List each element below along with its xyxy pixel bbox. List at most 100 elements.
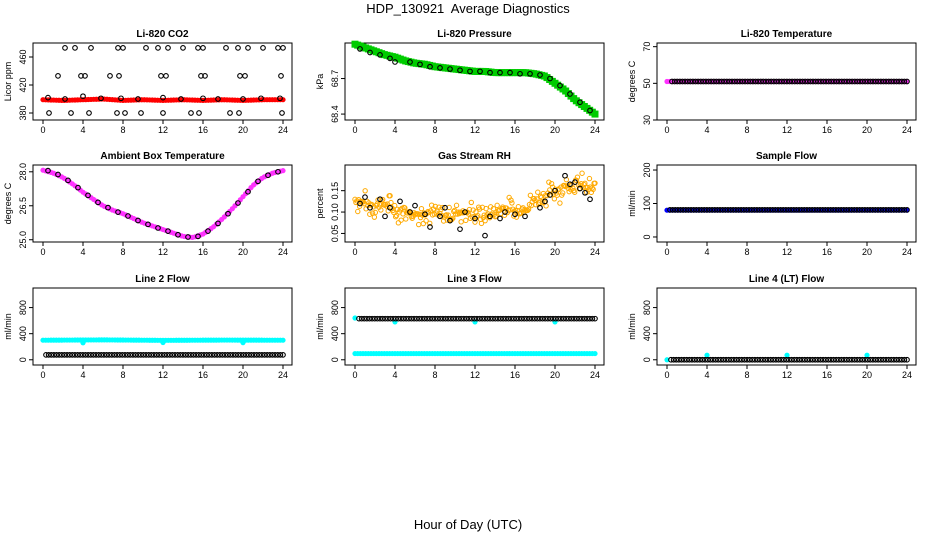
data-point bbox=[177, 352, 184, 358]
data-point bbox=[235, 45, 241, 51]
data-point bbox=[482, 217, 488, 224]
data-point bbox=[901, 207, 908, 213]
data-point bbox=[680, 207, 687, 213]
data-point bbox=[437, 65, 443, 71]
figure-title: HDP_130921 Average Diagnostics bbox=[366, 1, 570, 16]
y-axis-label: kPa bbox=[315, 74, 325, 90]
data-point bbox=[182, 352, 189, 358]
series-2 bbox=[667, 207, 910, 213]
y-tick-label: 380 bbox=[18, 105, 28, 120]
data-point bbox=[904, 207, 910, 213]
y-tick-label: 800 bbox=[18, 300, 28, 315]
x-tick-label: 20 bbox=[238, 125, 248, 135]
data-point bbox=[880, 207, 887, 213]
data-point bbox=[251, 352, 257, 358]
data-point bbox=[587, 107, 593, 114]
data-point bbox=[851, 78, 858, 85]
data-point bbox=[357, 200, 363, 207]
data-point bbox=[493, 213, 499, 219]
data-point bbox=[664, 357, 670, 363]
x-tick-label: 12 bbox=[470, 125, 480, 135]
data-point bbox=[750, 78, 756, 85]
y-tick-label: 26.5 bbox=[18, 197, 28, 215]
data-point bbox=[122, 352, 128, 358]
data-point bbox=[145, 221, 151, 228]
data-point bbox=[43, 352, 49, 358]
data-point bbox=[749, 356, 756, 363]
data-point bbox=[127, 352, 134, 358]
data-point bbox=[849, 78, 856, 85]
data-point bbox=[817, 78, 824, 85]
data-point bbox=[883, 207, 889, 213]
x-tick-label: 0 bbox=[352, 247, 357, 257]
data-point bbox=[418, 205, 425, 212]
data-point bbox=[358, 315, 365, 322]
data-point bbox=[407, 59, 413, 65]
data-point bbox=[390, 315, 396, 322]
data-point bbox=[434, 315, 441, 322]
data-point bbox=[382, 315, 389, 322]
data-point bbox=[828, 78, 835, 85]
data-point bbox=[838, 78, 845, 85]
data-point bbox=[835, 207, 842, 213]
data-point bbox=[690, 78, 696, 85]
data-point bbox=[392, 59, 398, 65]
data-point bbox=[794, 356, 800, 363]
data-point bbox=[114, 352, 120, 358]
data-point bbox=[245, 45, 251, 51]
data-point bbox=[369, 315, 375, 322]
data-point bbox=[477, 68, 483, 75]
data-point bbox=[405, 315, 412, 322]
data-point bbox=[512, 211, 518, 218]
y-tick-label: 400 bbox=[18, 326, 28, 341]
data-point bbox=[586, 175, 593, 182]
data-point bbox=[552, 315, 559, 322]
y-axis-label: ml/min bbox=[627, 190, 637, 217]
data-point bbox=[581, 315, 588, 322]
y-tick-label: 0.10 bbox=[330, 203, 340, 221]
data-point bbox=[893, 207, 900, 213]
data-point bbox=[379, 315, 386, 322]
data-point bbox=[568, 315, 575, 322]
data-point bbox=[678, 356, 685, 363]
data-point bbox=[195, 45, 201, 51]
data-point bbox=[114, 110, 120, 116]
x-tick-label: 0 bbox=[40, 125, 45, 135]
data-point bbox=[227, 110, 233, 116]
x-tick-label: 24 bbox=[902, 247, 912, 257]
data-point bbox=[371, 214, 378, 220]
data-point bbox=[673, 356, 680, 363]
data-point bbox=[280, 97, 286, 103]
data-point bbox=[362, 188, 368, 194]
data-point bbox=[417, 61, 423, 68]
data-point bbox=[256, 352, 263, 358]
data-point bbox=[243, 352, 249, 358]
data-point bbox=[422, 211, 428, 218]
data-point bbox=[567, 181, 573, 188]
data-point bbox=[72, 352, 78, 358]
data-point bbox=[275, 45, 281, 51]
data-point bbox=[815, 78, 822, 85]
data-point bbox=[757, 356, 764, 363]
data-point bbox=[61, 352, 68, 358]
data-point bbox=[778, 78, 785, 85]
data-point bbox=[509, 200, 515, 206]
data-point bbox=[698, 207, 705, 213]
data-point bbox=[74, 352, 81, 358]
data-point bbox=[539, 315, 546, 322]
data-point bbox=[482, 315, 488, 322]
x-tick-label: 4 bbox=[392, 370, 397, 380]
data-point bbox=[794, 78, 801, 85]
data-point bbox=[155, 45, 161, 51]
data-point bbox=[691, 356, 698, 363]
data-point bbox=[53, 352, 60, 358]
y-axis-label: Licor ppm bbox=[3, 62, 13, 102]
data-point bbox=[804, 207, 810, 213]
data-point bbox=[802, 78, 809, 85]
data-point bbox=[577, 99, 583, 106]
data-point bbox=[413, 315, 420, 322]
data-point bbox=[115, 209, 121, 215]
data-point bbox=[232, 352, 239, 358]
data-point bbox=[245, 188, 251, 195]
data-point bbox=[68, 110, 74, 116]
